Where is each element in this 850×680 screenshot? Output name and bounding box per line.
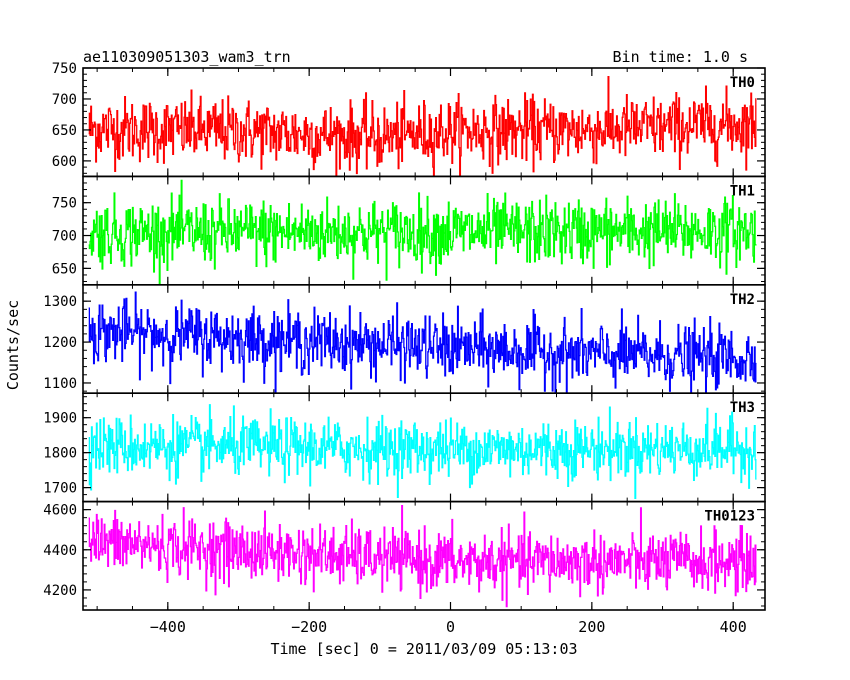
panel-label-th0123: TH0123 (704, 509, 755, 525)
panel-th0: 600 650 700 750 TH0 (52, 61, 766, 178)
y-tick-label: 750 (52, 196, 77, 212)
y-tick-label: 1700 (43, 481, 77, 497)
x-tick-label: 0 (446, 618, 455, 636)
y-tick-label: 1100 (43, 376, 77, 392)
x-tick-label: −400 (150, 618, 186, 636)
panel-frame (82, 500, 766, 611)
y-tick-label: 4200 (43, 583, 77, 599)
x-tick-label: 200 (578, 618, 605, 636)
y-tick-label: 750 (52, 61, 77, 77)
y-tick-label: 700 (52, 229, 77, 245)
panel-th2: 1100 1200 1300 TH2 (43, 283, 766, 394)
y-tick-label: 650 (52, 123, 77, 139)
series-line-th2 (88, 291, 757, 394)
panel-label-th1: TH1 (730, 183, 755, 199)
series-line-th3 (88, 404, 757, 500)
panel-th0123: 4200 4400 4600 TH0123 (43, 500, 766, 611)
x-axis-label: Time [sec] 0 = 2011/03/09 05:13:03 (270, 640, 577, 658)
y-tick-label: 4400 (43, 543, 77, 559)
y-tick-label: 600 (52, 154, 77, 170)
y-tick-label: 1900 (43, 411, 77, 427)
panel-label-th0: TH0 (730, 75, 755, 91)
y-tick-label: 4600 (43, 503, 77, 519)
series-line-th0123 (88, 504, 757, 608)
y-tick-label: 650 (52, 261, 77, 277)
series-line-th1 (88, 179, 757, 285)
x-tick-labels: −400 −200 0 200 400 (150, 618, 747, 636)
y-tick-label: 1800 (43, 446, 77, 462)
y-axis-label: Counts/sec (4, 300, 22, 390)
y-tick-label: 700 (52, 92, 77, 108)
panel-th1: 650 700 750 TH1 (52, 175, 766, 286)
x-tick-label: 400 (720, 618, 747, 636)
y-tick-label: 1200 (43, 335, 77, 351)
panel-label-th3: TH3 (730, 400, 755, 416)
chart-title: ae110309051303_wam3_trn (83, 48, 291, 66)
panel-th3: 1700 1800 1900 TH3 (43, 392, 766, 503)
bin-time-label: Bin time: 1.0 s (613, 48, 748, 66)
series-line-th0 (88, 75, 757, 177)
panel-label-th2: TH2 (730, 292, 755, 308)
y-tick-label: 1300 (43, 294, 77, 310)
panels: 600 650 700 750 TH0 650 700 750 TH1 1100 1200 1300 T… (43, 61, 766, 611)
x-tick-label: −200 (291, 618, 327, 636)
